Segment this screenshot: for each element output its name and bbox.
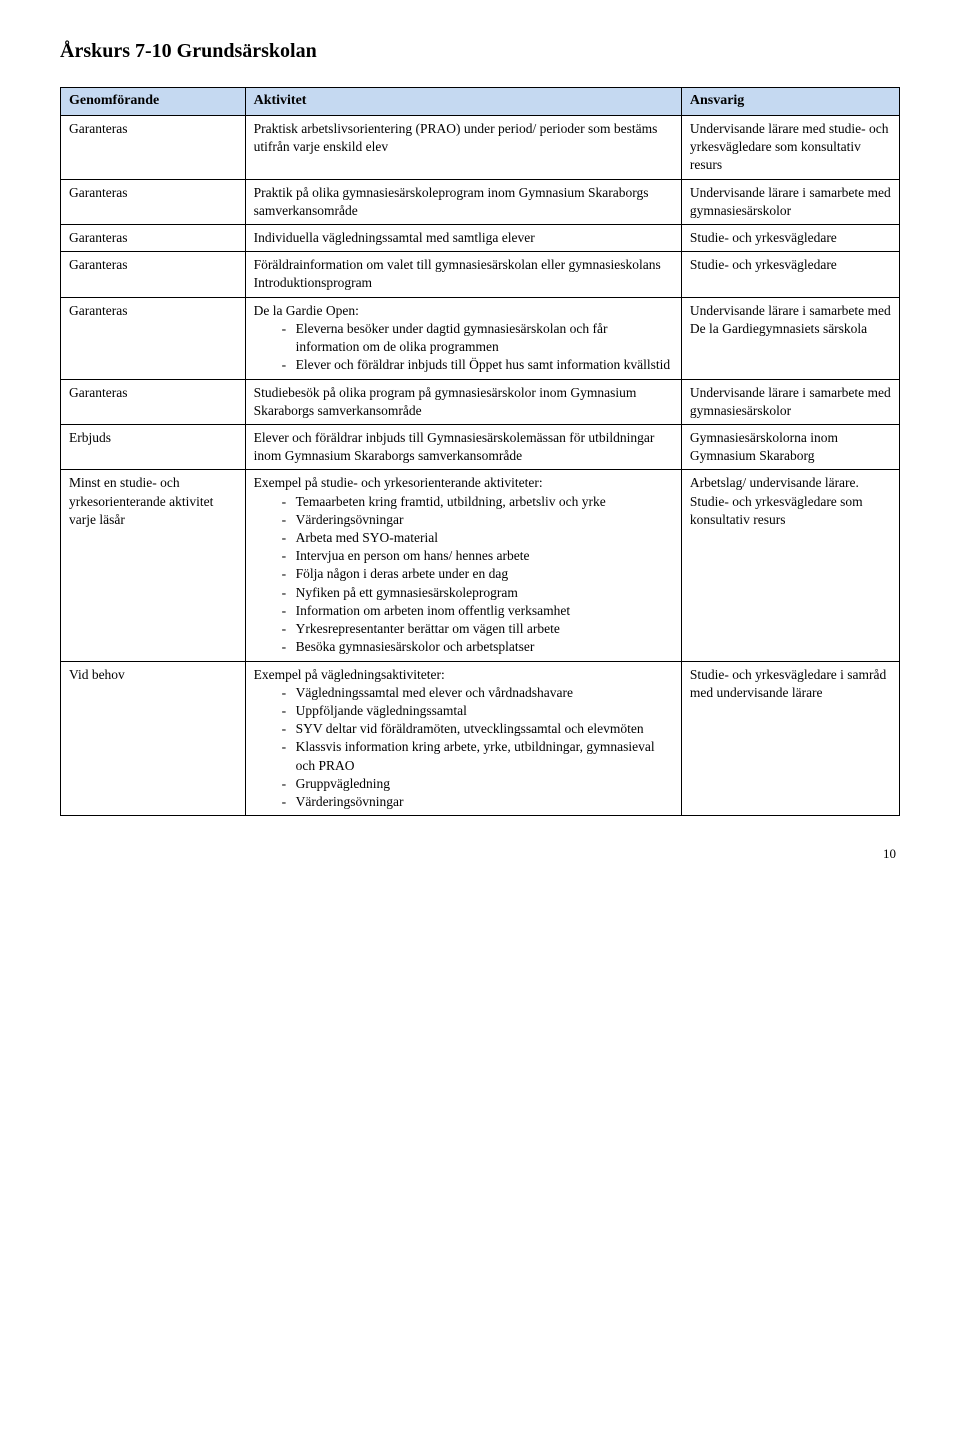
header-col3: Ansvarig: [681, 88, 899, 116]
list-item: Eleverna besöker under dagtid gymnasiesä…: [268, 320, 673, 356]
list-item: Elever och föräldrar inbjuds till Öppet …: [268, 356, 673, 374]
cell-ansvarig: Arbetslag/ undervisande lärare. Studie- …: [681, 470, 899, 661]
cell-genomforande: Garanteras: [61, 297, 246, 379]
cell-genomforande: Minst en studie- och yrkesorienterande a…: [61, 470, 246, 661]
table-row: GaranterasIndividuella vägledningssamtal…: [61, 224, 900, 251]
cell-ansvarig: Studie- och yrkesvägledare: [681, 252, 899, 297]
cell-genomforande: Garanteras: [61, 252, 246, 297]
cell-ansvarig: Studie- och yrkesvägledare: [681, 224, 899, 251]
header-col1: Genomförande: [61, 88, 246, 116]
list-item: Arbeta med SYO-material: [268, 529, 673, 547]
cell-genomforande: Garanteras: [61, 115, 246, 179]
page-title: Årskurs 7-10 Grundsärskolan: [60, 40, 900, 63]
cell-aktivitet: Individuella vägledningssamtal med samtl…: [245, 224, 681, 251]
cell-ansvarig: Gymnasiesärskolorna inom Gymnasium Skara…: [681, 424, 899, 469]
cell-genomforande: Garanteras: [61, 379, 246, 424]
cell-genomforande: Garanteras: [61, 224, 246, 251]
list-item: Intervjua en person om hans/ hennes arbe…: [268, 547, 673, 565]
list-intro: Exempel på vägledningsaktiviteter:: [254, 666, 673, 684]
activity-list: Temaarbeten kring framtid, utbildning, a…: [254, 493, 673, 657]
cell-ansvarig: Undervisande lärare i samarbete med gymn…: [681, 179, 899, 224]
list-item: Gruppvägledning: [268, 775, 673, 793]
list-item: Uppföljande vägledningssamtal: [268, 702, 673, 720]
table-row: ErbjudsElever och föräldrar inbjuds till…: [61, 424, 900, 469]
cell-genomforande: Erbjuds: [61, 424, 246, 469]
list-item: Yrkesrepresentanter berättar om vägen ti…: [268, 620, 673, 638]
table-row: Minst en studie- och yrkesorienterande a…: [61, 470, 900, 661]
cell-ansvarig: Studie- och yrkesvägledare i samråd med …: [681, 661, 899, 816]
list-item: Klassvis information kring arbete, yrke,…: [268, 738, 673, 774]
list-item: Vägledningssamtal med elever och vårdnad…: [268, 684, 673, 702]
cell-aktivitet: De la Gardie Open:Eleverna besöker under…: [245, 297, 681, 379]
table-header-row: Genomförande Aktivitet Ansvarig: [61, 88, 900, 116]
header-col2: Aktivitet: [245, 88, 681, 116]
cell-aktivitet: Praktik på olika gymnasiesärskoleprogram…: [245, 179, 681, 224]
table-row: GaranterasDe la Gardie Open:Eleverna bes…: [61, 297, 900, 379]
table-row: GaranterasStudiebesök på olika program p…: [61, 379, 900, 424]
list-intro: Exempel på studie- och yrkesorienterande…: [254, 474, 673, 492]
cell-aktivitet: Föräldrainformation om valet till gymnas…: [245, 252, 681, 297]
activities-table: Genomförande Aktivitet Ansvarig Garanter…: [60, 87, 900, 816]
table-row: GaranterasPraktisk arbetslivsorientering…: [61, 115, 900, 179]
cell-aktivitet: Praktisk arbetslivsorientering (PRAO) un…: [245, 115, 681, 179]
cell-aktivitet: Exempel på vägledningsaktiviteter:Vägled…: [245, 661, 681, 816]
table-row: GaranterasPraktik på olika gymnasiesärsk…: [61, 179, 900, 224]
activity-list: Vägledningssamtal med elever och vårdnad…: [254, 684, 673, 812]
list-item: Nyfiken på ett gymnasiesärskoleprogram: [268, 584, 673, 602]
cell-aktivitet: Studiebesök på olika program på gymnasie…: [245, 379, 681, 424]
list-item: SYV deltar vid föräldramöten, utveckling…: [268, 720, 673, 738]
list-item: Besöka gymnasiesärskolor och arbetsplats…: [268, 638, 673, 656]
cell-genomforande: Garanteras: [61, 179, 246, 224]
list-item: Värderingsövningar: [268, 793, 673, 811]
table-row: GaranterasFöräldrainformation om valet t…: [61, 252, 900, 297]
cell-genomforande: Vid behov: [61, 661, 246, 816]
list-item: Information om arbeten inom offentlig ve…: [268, 602, 673, 620]
table-row: Vid behovExempel på vägledningsaktivitet…: [61, 661, 900, 816]
cell-ansvarig: Undervisande lärare i samarbete med gymn…: [681, 379, 899, 424]
cell-ansvarig: Undervisande lärare med studie- och yrke…: [681, 115, 899, 179]
list-item: Temaarbeten kring framtid, utbildning, a…: [268, 493, 673, 511]
activity-list: Eleverna besöker under dagtid gymnasiesä…: [254, 320, 673, 375]
list-intro: De la Gardie Open:: [254, 302, 673, 320]
list-item: Värderingsövningar: [268, 511, 673, 529]
cell-aktivitet: Elever och föräldrar inbjuds till Gymnas…: [245, 424, 681, 469]
cell-ansvarig: Undervisande lärare i samarbete med De l…: [681, 297, 899, 379]
list-item: Följa någon i deras arbete under en dag: [268, 565, 673, 583]
cell-aktivitet: Exempel på studie- och yrkesorienterande…: [245, 470, 681, 661]
page-number: 10: [60, 846, 900, 862]
